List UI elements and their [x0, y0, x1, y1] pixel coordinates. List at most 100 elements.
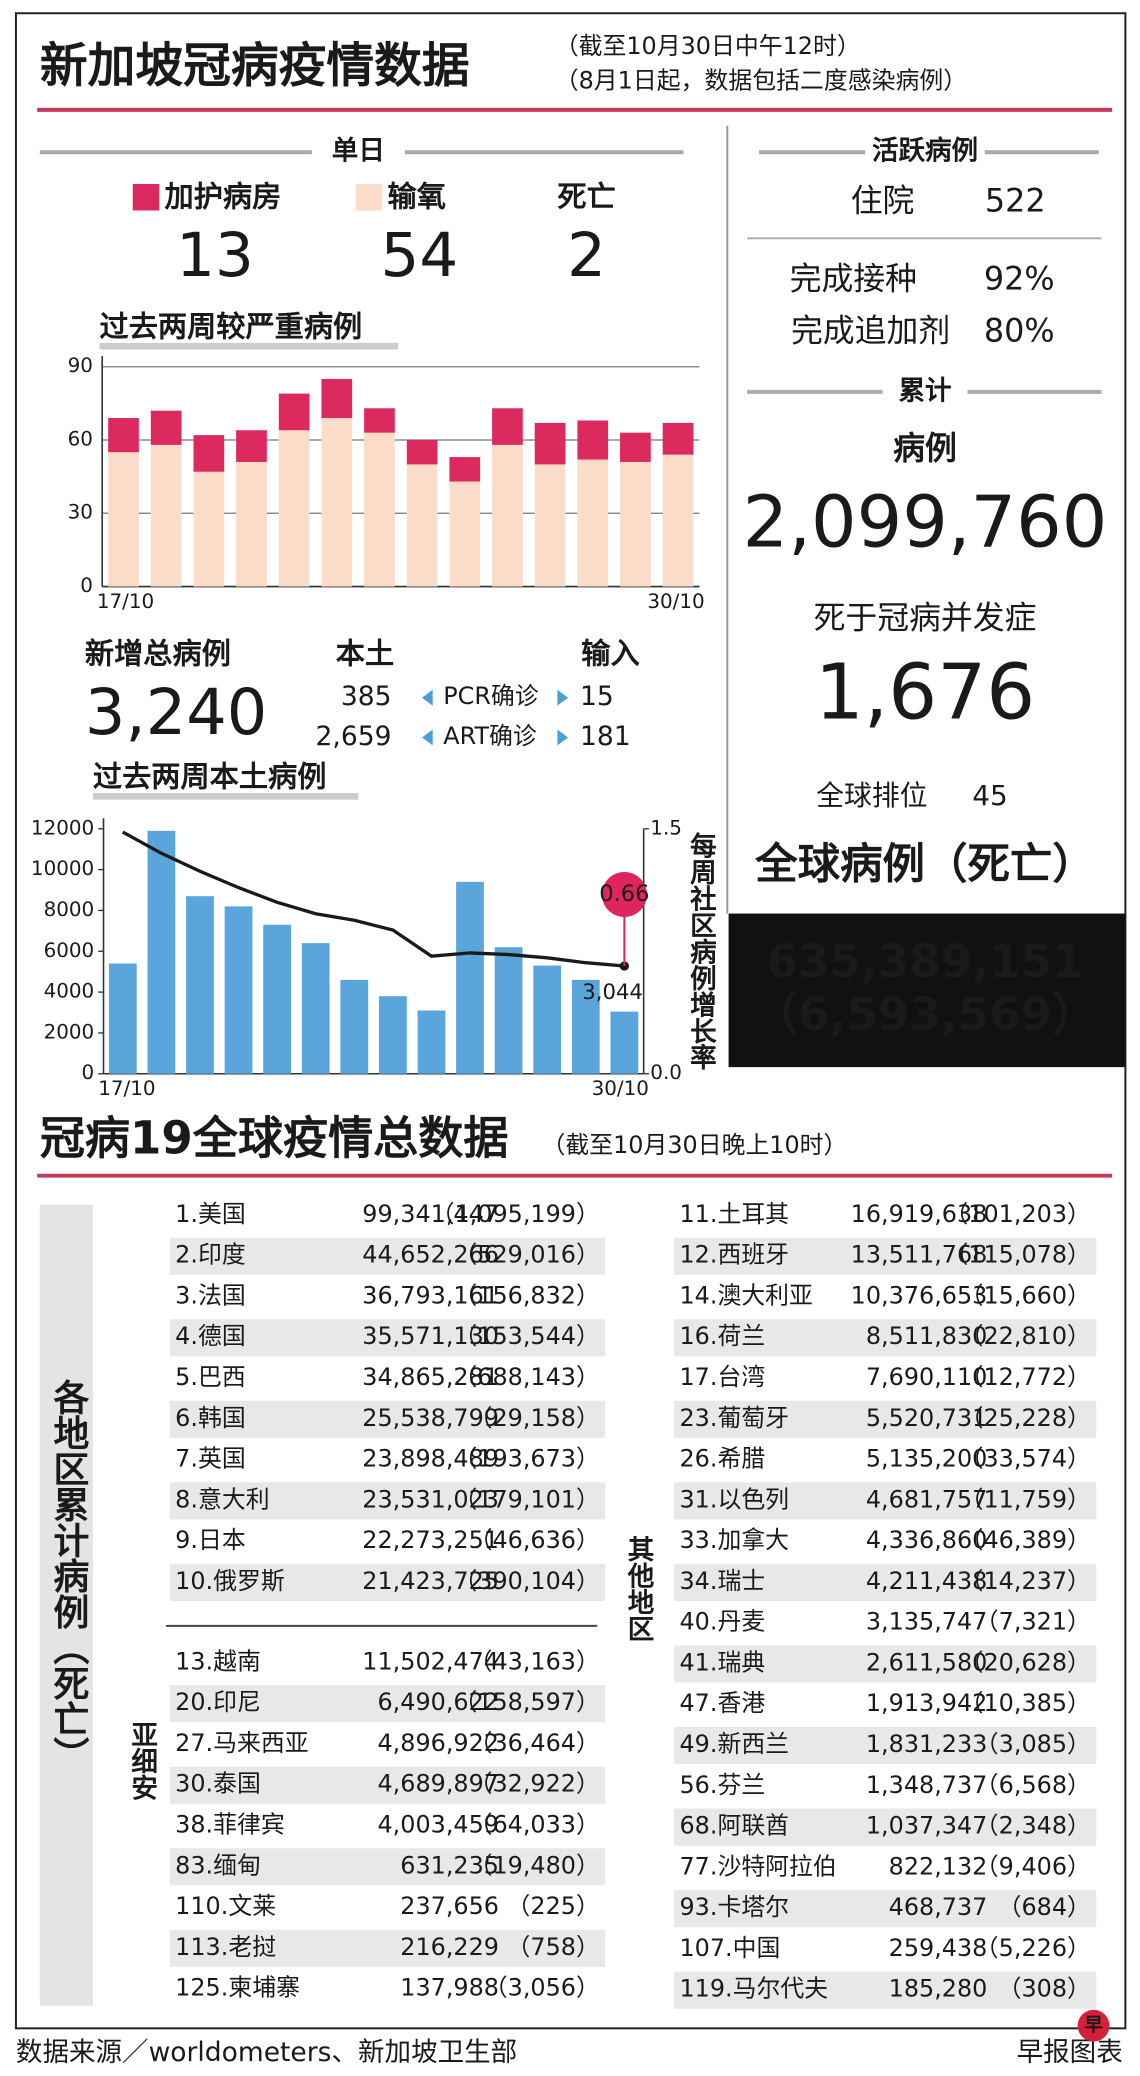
daily-number: 13	[176, 220, 254, 291]
deaths: （193,673）	[453, 1445, 599, 1473]
bar-segment	[492, 408, 523, 445]
stat-value: 80%	[984, 311, 1055, 349]
chart-title-underline	[99, 342, 399, 350]
global-cases: 635,389,151	[767, 935, 1084, 988]
country: 31.以色列	[679, 1485, 789, 1513]
imported-count: 181	[580, 721, 631, 752]
bar-segment	[321, 378, 353, 419]
deaths: （179,101）	[453, 1485, 599, 1513]
cases: 216,229	[400, 1933, 499, 1961]
table-note: （截至10月30日晚上10时）	[541, 1131, 847, 1159]
rank-label: 全球排位	[816, 779, 927, 812]
row-shade	[169, 1929, 606, 1967]
cases: 25,538,799	[362, 1404, 499, 1432]
deaths: （46,389）	[960, 1526, 1091, 1554]
row-shade	[674, 1726, 1097, 1765]
row-shade	[169, 1237, 606, 1275]
bar-segment	[406, 440, 438, 465]
country: 20.印尼	[175, 1688, 261, 1716]
bar-segment	[278, 393, 310, 431]
cases: 22,273,251	[362, 1526, 499, 1554]
bar-value-label: 3,044	[582, 979, 643, 1004]
deaths: （11,759）	[960, 1485, 1091, 1513]
cases: 1,037,347	[866, 1812, 988, 1840]
local-count: 2,659	[316, 721, 392, 752]
bar	[263, 924, 292, 1074]
country: 8.意大利	[175, 1485, 269, 1513]
deaths: （390,104）	[453, 1567, 599, 1595]
row-shade	[674, 1645, 1097, 1683]
stat-label: 死于冠病并发症	[814, 599, 1037, 637]
y2-axis-label: 每周社区病例增长率	[685, 831, 716, 1070]
new-cases-label: 新增总病例	[85, 636, 231, 670]
deaths: （29,158）	[469, 1404, 600, 1432]
country: 16.荷兰	[679, 1322, 765, 1350]
side-band	[39, 1204, 93, 2006]
deaths: （36,464）	[469, 1729, 600, 1757]
deaths: （64,033）	[469, 1811, 600, 1839]
imported-count: 15	[580, 681, 614, 712]
deaths: （43,163）	[469, 1647, 600, 1675]
deaths: （529,016）	[453, 1241, 599, 1269]
bar	[186, 896, 214, 1074]
deaths: （1,095,199）	[431, 1200, 600, 1228]
source: 数据来源／worldometers、新加坡卫生部	[16, 2037, 517, 2068]
country: 125.柬埔寨	[175, 1974, 300, 2002]
bar	[108, 963, 137, 1074]
deaths: （6,568）	[975, 1771, 1091, 1799]
row-shade	[674, 1563, 1097, 1601]
cases: 1,831,233	[866, 1730, 988, 1758]
cases: 8,511,830	[866, 1322, 988, 1350]
row-shade	[169, 1400, 606, 1438]
country: 68.阿联酋	[679, 1812, 789, 1840]
deaths: （19,480）	[469, 1851, 600, 1879]
deaths: （153,544）	[453, 1322, 599, 1350]
bar-segment	[364, 408, 395, 433]
deaths: （225）	[507, 1892, 600, 1920]
cases: 35,571,130	[362, 1322, 499, 1350]
country: 110.文莱	[175, 1892, 276, 1920]
bar-segment	[534, 422, 566, 465]
cases: 4,211,438	[866, 1567, 988, 1595]
header-note: （截至10月30日中午12时）	[555, 32, 861, 60]
x-tick-label: 30/10	[592, 1077, 649, 1100]
deaths: （20,628）	[960, 1648, 1091, 1676]
cases: 237,656	[400, 1892, 499, 1920]
country: 34.瑞士	[679, 1567, 765, 1595]
stat-label: 住院	[851, 182, 915, 220]
y-tick-label: 2000	[44, 1020, 95, 1043]
cases: 36,793,161	[362, 1281, 499, 1309]
bar-segment	[108, 418, 139, 453]
line-value-label: 0.66	[599, 881, 649, 907]
country: 14.澳大利亚	[679, 1281, 812, 1309]
country: 27.马来西亚	[175, 1729, 308, 1757]
new-cases-total: 3,240	[85, 676, 267, 750]
bar	[456, 881, 484, 1074]
cases: 21,423,725	[362, 1567, 499, 1595]
row-shade	[169, 1766, 606, 1804]
test-type: ART确诊	[443, 722, 537, 750]
local-count: 385	[341, 681, 392, 712]
deaths: （688,143）	[453, 1363, 599, 1391]
deaths: （5,226）	[975, 1934, 1091, 1962]
group-label: 其他地区	[623, 1536, 655, 1642]
row-shade	[169, 1319, 606, 1357]
row-shade	[169, 1685, 606, 1723]
bar	[571, 979, 600, 1074]
row-shade	[674, 1971, 1097, 2009]
rank-value: 45	[972, 779, 1007, 812]
bar	[533, 965, 562, 1074]
bar	[301, 943, 330, 1074]
deaths: （3,056）	[484, 1974, 600, 2002]
row-shade	[169, 1482, 606, 1520]
callout-bubble	[601, 871, 647, 917]
legend-swatch	[132, 184, 160, 211]
country: 38.菲律宾	[175, 1811, 285, 1839]
cases: 99,341,447	[362, 1200, 499, 1228]
bar	[417, 1010, 446, 1074]
bar-segment	[662, 422, 694, 455]
country: 2.印度	[175, 1241, 246, 1269]
bar-segment	[449, 457, 481, 482]
cases: 468,737	[889, 1893, 988, 1921]
deaths: （10,385）	[960, 1689, 1091, 1717]
